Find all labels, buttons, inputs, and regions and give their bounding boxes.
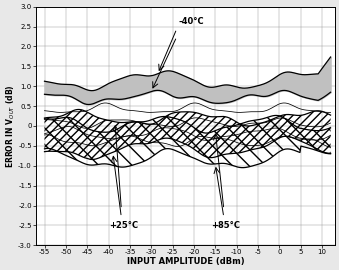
Text: -40°C: -40°C	[179, 17, 205, 26]
Text: +25°C: +25°C	[109, 221, 138, 230]
Text: +85°C: +85°C	[212, 221, 240, 230]
Y-axis label: ERROR IN V$_{OUT}$ (dB): ERROR IN V$_{OUT}$ (dB)	[4, 84, 17, 168]
X-axis label: INPUT AMPLITUDE (dBm): INPUT AMPLITUDE (dBm)	[126, 257, 244, 266]
